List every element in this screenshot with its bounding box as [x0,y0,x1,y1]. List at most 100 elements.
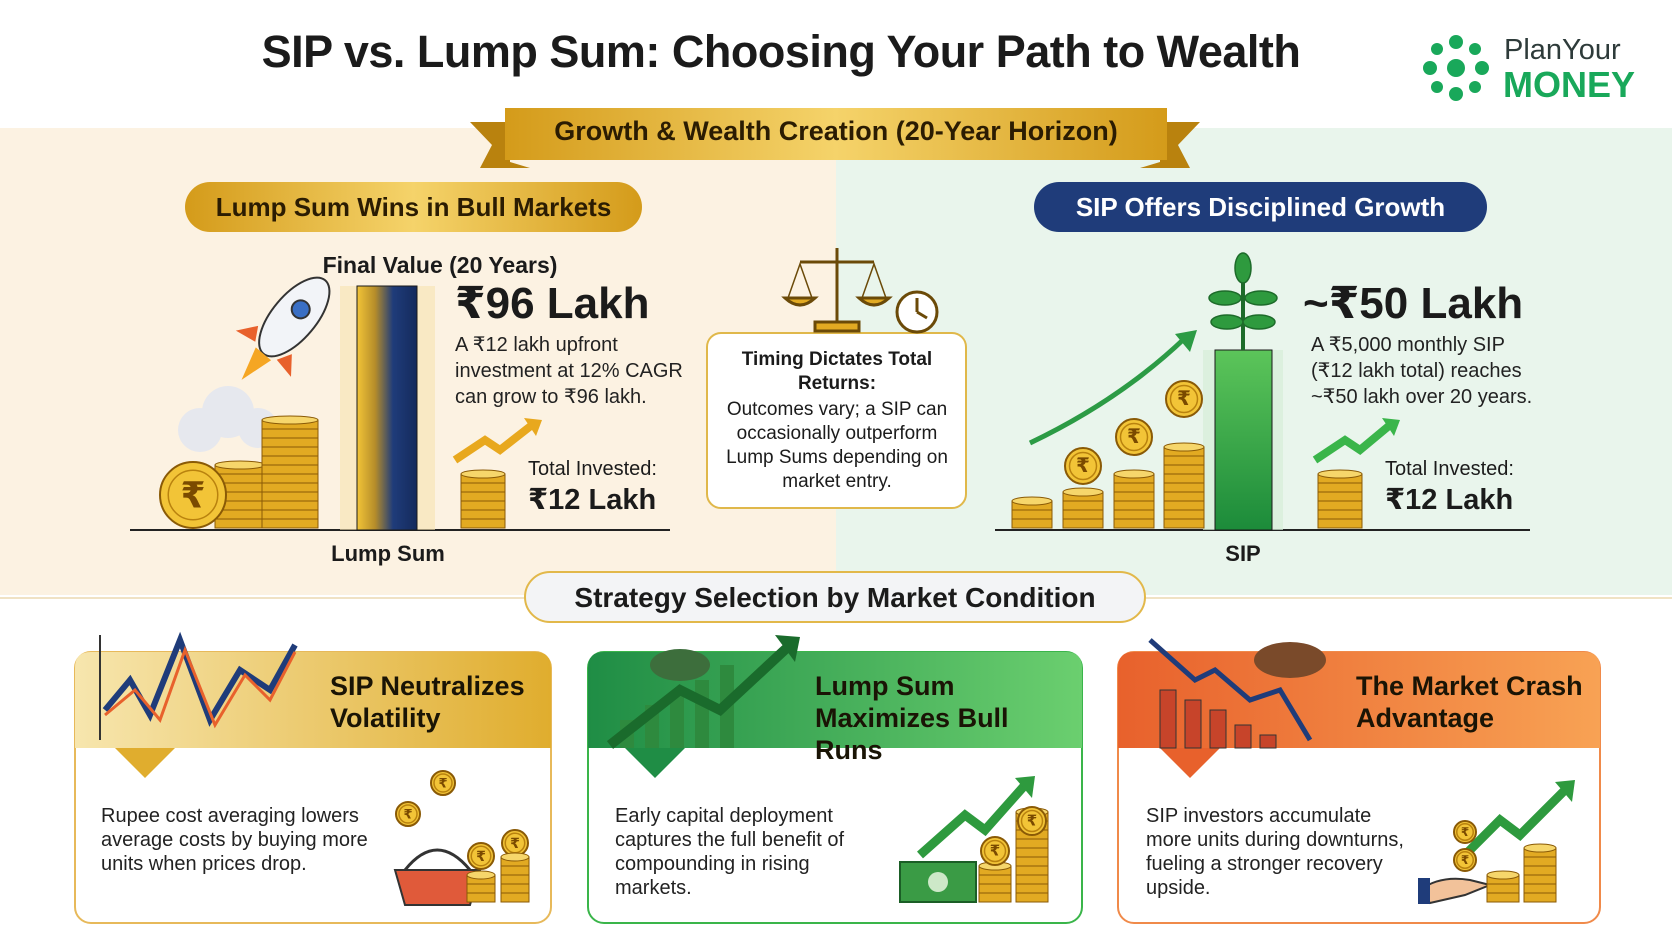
coin [1015,865,1049,876]
coin [261,491,319,502]
card-title: SIP Neutralizes Volatility [330,671,525,733]
coin [978,892,1012,903]
coin [1523,856,1557,867]
scale-icon [781,248,939,334]
growth-arrow [1555,780,1575,802]
note-text: Outcomes vary; a SIP can occasionally ou… [726,399,948,492]
coin [1456,823,1474,841]
page-title: SIP vs. Lump Sum: Choosing Your Path to … [261,26,1301,77]
coin [214,518,266,529]
invested-value: ₹12 Lakh [1385,484,1514,516]
coin [261,446,319,457]
coin [1486,870,1520,880]
coin [1115,418,1153,456]
coin [500,874,530,885]
coin [1064,447,1102,485]
coin [1163,500,1205,511]
coin [978,883,1012,894]
coin [1062,509,1104,520]
coin [1523,892,1557,903]
coin-symbol: ₹ [1127,426,1141,448]
coin [1317,482,1363,493]
coins: ₹ ₹ ₹ ₹ ₹ ₹ ₹ ₹ ₹ ₹ ₹ ₹ [159,380,1557,903]
coin [398,804,418,824]
coin [167,469,219,521]
coin [460,469,506,479]
coin [261,428,319,439]
coin [1163,473,1205,484]
coin [1015,838,1049,849]
invested-value: ₹12 Lakh [528,484,657,516]
rocket-icon [235,276,331,380]
pill [1034,182,1487,232]
coin [1015,892,1049,903]
invested-label: Total Invested: [528,458,657,480]
coin [500,852,530,862]
coin [261,473,319,484]
coin [460,482,506,493]
coin [1456,851,1474,869]
description: A ₹5,000 monthly SIP (₹12 lakh total) re… [1311,334,1533,408]
coin [1523,874,1557,885]
coin [1113,518,1155,529]
growth-arrow [917,782,1029,859]
coin [1011,518,1053,529]
growth-arrow [1175,330,1197,352]
value-label: Final Value (20 Years) [322,252,558,278]
card [587,635,1083,924]
coin [1169,384,1199,414]
coin [1113,482,1155,493]
coin [261,464,319,475]
section-heading: SIP Offers Disciplined Growth [1075,192,1446,222]
coin [983,839,1007,863]
coin [1062,518,1104,529]
coin [1317,509,1363,520]
card-text: SIP investors accumulate more units duri… [1146,805,1404,899]
brand-name: MONEY [1503,64,1636,105]
coin [433,773,453,793]
coin [1011,496,1053,506]
coin-symbol: ₹ [180,475,205,516]
growth-arrow [452,421,535,464]
coin-symbol: ₹ [403,807,412,822]
coin [261,500,319,511]
final-value: ~₹50 Lakh [1303,279,1524,328]
coin [466,870,496,880]
coin [1113,491,1155,502]
description: A ₹12 lakh upfront investment at 12% CAG… [455,334,683,408]
coin [1068,451,1098,481]
card [74,631,552,924]
card-text: Early capital deployment captures the fu… [615,805,845,899]
coin [1523,843,1557,853]
coin [1015,847,1049,858]
coin-symbol: ₹ [1461,853,1469,867]
coin [1062,500,1104,511]
section-title: Strategy Selection by Market Condition [574,582,1096,613]
coin [460,509,506,520]
coin-symbol: ₹ [476,848,486,864]
coin [1163,491,1205,502]
growth-arrow [1312,421,1393,464]
logo-mark [1423,35,1489,101]
coin [1113,500,1155,511]
coin [1011,509,1053,520]
brand-name: PlanYour [1504,34,1621,66]
coin [466,883,496,894]
coin [500,865,530,876]
coin-symbol: ₹ [1076,455,1090,477]
coin-symbol: ₹ [438,776,447,791]
coin [460,500,506,511]
coin [470,845,492,867]
coin [1163,518,1205,529]
note-box [706,332,967,509]
coin [1523,883,1557,894]
coin-symbol: ₹ [990,843,1000,860]
coin [466,892,496,903]
coin [1163,482,1205,493]
pill [185,182,642,232]
card [1117,638,1601,924]
coin [460,491,506,502]
coin [159,461,227,529]
